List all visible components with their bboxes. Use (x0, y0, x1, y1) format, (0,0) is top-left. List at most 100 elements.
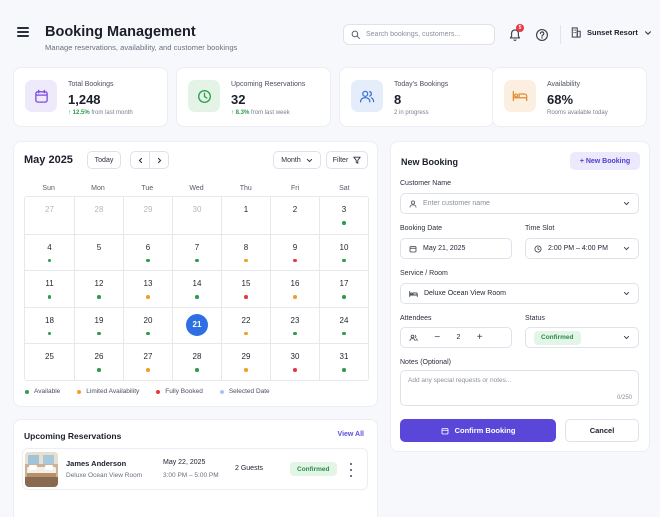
day-number: 22 (241, 315, 251, 325)
notification-badge: 5 (516, 24, 524, 32)
legend-label: Selected Date (228, 388, 270, 395)
stat-value: 8 (394, 92, 402, 107)
availability-dot-available (342, 368, 346, 372)
increment-button[interactable]: + (476, 332, 483, 343)
weekday-label: Sat (339, 185, 350, 192)
booking-date-value: May 21, 2025 (423, 245, 466, 252)
search-box[interactable] (343, 24, 495, 45)
availability-dot-booked (293, 258, 297, 263)
stat-note-text: from last month (91, 110, 133, 116)
users-icon (409, 334, 418, 341)
user-icon (409, 200, 417, 207)
time-slot-select[interactable]: 2:00 PM – 4:00 PM (525, 238, 639, 259)
day-number: 1 (243, 205, 249, 214)
availability-dot-limited (146, 295, 150, 299)
weekday-label: Sun (42, 185, 55, 192)
calendar-icon (441, 427, 449, 434)
day-number: 28 (94, 205, 104, 214)
calendar-day[interactable]: 4 (25, 235, 74, 271)
notes-textarea[interactable]: Add any special requests or notes... 0/2… (400, 370, 639, 406)
calendar-day[interactable]: 10 (319, 234, 368, 271)
calendar-day[interactable]: 27 (123, 344, 172, 380)
calendar-day[interactable]: 19 (74, 307, 123, 344)
notes-placeholder: Add any special requests or notes... (408, 377, 512, 384)
guest-name: James Anderson (66, 459, 127, 468)
availability-dot-available (146, 331, 150, 336)
calendar-day[interactable]: 30 (172, 197, 221, 234)
help-icon[interactable] (535, 28, 549, 42)
search-input[interactable] (366, 31, 491, 38)
service-label: Service / Room (400, 270, 448, 277)
calendar-day[interactable]: 12 (74, 271, 123, 307)
reservation-date: May 22, 2025 (163, 459, 206, 466)
view-all-link[interactable]: View All (337, 431, 364, 438)
calendar-day[interactable]: 28 (172, 344, 221, 380)
calendar-day[interactable]: 31 (319, 344, 368, 380)
legend-dot (219, 389, 224, 394)
day-number: 27 (143, 352, 153, 362)
trend-up-icon: ↑ (231, 110, 236, 116)
room-name: Deluxe Ocean View Room (66, 472, 143, 479)
service-room-select[interactable]: Deluxe Ocean View Room (400, 283, 639, 304)
calendar-day[interactable]: 27 (25, 197, 74, 234)
calendar-week-row: 25 26 27 28 29 30 31 (25, 343, 368, 380)
calendar-day[interactable]: 14 (172, 271, 221, 307)
calendar-day[interactable]: 22 (221, 307, 270, 344)
calendar-day[interactable]: 7 (172, 234, 221, 271)
calendar-day[interactable]: 26 (74, 344, 123, 380)
status-select[interactable]: Confirmed (525, 327, 639, 348)
calendar-day[interactable]: 13 (123, 271, 172, 307)
next-month-button[interactable] (149, 151, 169, 169)
day-number: 28 (192, 352, 202, 362)
prev-month-button[interactable] (130, 151, 150, 169)
day-number: 24 (339, 315, 349, 325)
day-number: 21 (186, 313, 208, 336)
attendees-stepper[interactable]: − 2 + (400, 327, 512, 348)
today-button[interactable]: Today (87, 151, 121, 169)
decrement-button[interactable]: − (434, 332, 441, 343)
new-booking-button[interactable]: + New Booking (570, 152, 640, 170)
stat-card-upcoming: Upcoming Reservations 32 ↑ 8.3% from las… (176, 67, 331, 127)
calendar-day[interactable]: 1 (221, 197, 270, 234)
filter-icon (353, 156, 361, 164)
calendar-day-selected[interactable]: 21 (172, 307, 221, 344)
calendar-day[interactable]: 3 (319, 197, 368, 234)
stat-trend: 8.3% (235, 110, 250, 116)
stat-note: Rooms available today (547, 110, 608, 116)
calendar-day[interactable]: 5 (74, 234, 123, 271)
cancel-button[interactable]: Cancel (565, 419, 639, 442)
calendar-day[interactable]: 24 (319, 307, 368, 344)
calendar-day[interactable]: 9 (270, 234, 319, 271)
calendar-day[interactable]: 23 (270, 307, 319, 344)
calendar-day[interactable]: 15 (221, 271, 270, 307)
availability-dot-available (97, 295, 101, 299)
calendar-day[interactable]: 11 (25, 271, 74, 307)
availability-dot-available (342, 221, 346, 225)
booking-date-field[interactable]: May 21, 2025 (400, 238, 512, 259)
menu-icon[interactable] (17, 27, 29, 37)
day-number: 3 (341, 205, 347, 214)
reservation-row[interactable]: James Anderson Deluxe Ocean View Room Ma… (22, 448, 368, 490)
calendar-day[interactable]: 18 (25, 308, 74, 344)
calendar-day[interactable]: 25 (25, 344, 74, 380)
property-selector[interactable]: Sunset Resort (571, 27, 652, 38)
calendar-day[interactable]: 16 (270, 271, 319, 307)
customer-select[interactable]: Enter customer name (400, 193, 639, 214)
calendar-day[interactable]: 28 (74, 197, 123, 234)
calendar-day[interactable]: 8 (221, 234, 270, 271)
view-mode-label: Month (281, 156, 301, 164)
calendar-day[interactable]: 17 (319, 271, 368, 307)
calendar-day[interactable]: 2 (270, 197, 319, 234)
calendar-day[interactable]: 29 (123, 197, 172, 234)
calendar-day[interactable]: 20 (123, 307, 172, 344)
stat-card-today: Today's Bookings 8 2 in progress (339, 67, 494, 127)
calendar-day[interactable]: 6 (123, 234, 172, 271)
calendar-day[interactable]: 29 (221, 344, 270, 380)
calendar-day[interactable]: 30 (270, 344, 319, 380)
filter-button[interactable]: Filter (326, 151, 368, 169)
more-options-icon[interactable] (349, 463, 353, 477)
view-mode-select[interactable]: Month (273, 151, 321, 169)
date-label: Booking Date (400, 225, 443, 232)
confirm-booking-button[interactable]: Confirm Booking (400, 419, 556, 442)
time-label: Time Slot (525, 225, 555, 232)
